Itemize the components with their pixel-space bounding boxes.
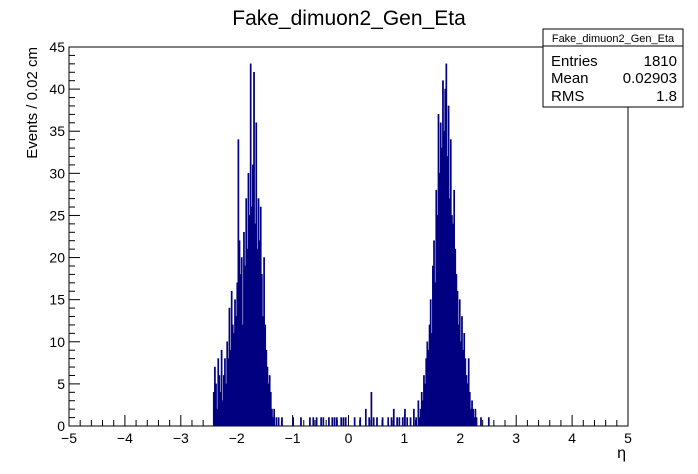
histogram-bin bbox=[220, 349, 223, 427]
histogram-bin bbox=[359, 417, 362, 427]
y-tick-label: 45 bbox=[49, 39, 65, 55]
y-tick-label: 0 bbox=[57, 418, 65, 434]
x-tick-label: 5 bbox=[624, 430, 632, 446]
x-axis-label: η bbox=[617, 445, 626, 462]
histogram-bin bbox=[328, 417, 330, 427]
y-axis: 0 5 10 15 20 25 30 35 40 45 bbox=[49, 39, 80, 434]
histogram-bin bbox=[417, 400, 420, 427]
histogram-bin bbox=[376, 417, 378, 427]
histogram-bin bbox=[370, 392, 373, 427]
stats-box-title: Fake_dimuon2_Gen_Eta bbox=[552, 33, 675, 45]
y-tick-label: 35 bbox=[49, 123, 65, 139]
histogram-bin bbox=[320, 417, 322, 427]
histogram-bin bbox=[372, 417, 375, 427]
histogram-bin bbox=[413, 408, 415, 427]
histogram-bin bbox=[392, 408, 395, 427]
y-tick-label: 40 bbox=[49, 81, 65, 97]
y-tick-label: 30 bbox=[49, 165, 65, 181]
x-tick-label: 4 bbox=[568, 430, 576, 446]
histogram-bin bbox=[353, 417, 356, 427]
x-tick-label: −3 bbox=[173, 430, 189, 446]
histogram-bin bbox=[312, 417, 315, 427]
histogram-bin bbox=[387, 417, 390, 427]
y-tick-label: 5 bbox=[57, 376, 65, 392]
histogram-bin bbox=[277, 417, 280, 427]
stats-mean-label: Mean bbox=[551, 70, 589, 87]
x-tick-label: 2 bbox=[456, 430, 464, 446]
stats-rms-label: RMS bbox=[551, 88, 584, 105]
x-tick-label: −1 bbox=[285, 430, 301, 446]
histogram-bin bbox=[331, 417, 334, 427]
histogram-bin bbox=[281, 417, 283, 427]
x-tick-label: 1 bbox=[401, 430, 409, 446]
histogram-bin bbox=[333, 417, 336, 427]
histogram-bin bbox=[406, 417, 409, 427]
histogram-bin bbox=[364, 408, 367, 427]
histogram-bins bbox=[212, 63, 490, 427]
y-axis-label: Events / 0.02 cm bbox=[24, 47, 41, 159]
histogram-bin bbox=[368, 417, 371, 427]
stats-entries-label: Entries bbox=[551, 53, 598, 70]
histogram-bin bbox=[390, 417, 393, 427]
histogram-bin bbox=[396, 417, 398, 427]
y-tick-label: 20 bbox=[49, 250, 65, 266]
histogram-bin bbox=[292, 417, 295, 427]
histogram-bin bbox=[409, 417, 412, 427]
histogram-bin bbox=[415, 417, 417, 427]
x-tick-label: 0 bbox=[345, 430, 353, 446]
histogram-bin bbox=[215, 383, 217, 427]
x-tick-label: 3 bbox=[512, 430, 520, 446]
x-tick-label: −2 bbox=[229, 430, 245, 446]
histogram-bin bbox=[335, 417, 338, 427]
histogram-bin bbox=[398, 417, 401, 427]
histogram-bin bbox=[273, 408, 276, 427]
histogram-bin bbox=[475, 417, 478, 427]
histogram-bin bbox=[322, 417, 325, 427]
y-tick-label: 10 bbox=[49, 334, 65, 350]
histogram-bin bbox=[487, 417, 490, 427]
stats-rms-value: 1.8 bbox=[656, 88, 677, 105]
x-tick-label: −5 bbox=[61, 430, 77, 446]
histogram-bin bbox=[342, 417, 345, 427]
histogram-bin bbox=[381, 417, 384, 427]
stats-box: Fake_dimuon2_Gen_Eta Entries 1810 Mean 0… bbox=[542, 28, 684, 108]
histogram-bin bbox=[401, 417, 404, 427]
stats-entries-value: 1810 bbox=[644, 53, 677, 70]
histogram-bin bbox=[340, 417, 343, 427]
x-tick-label: −4 bbox=[117, 430, 133, 446]
x-axis: −5 −4 −3 −2 −1 0 1 2 3 4 5 bbox=[61, 415, 632, 446]
histogram-bin bbox=[300, 417, 302, 427]
chart-title: Fake_dimuon2_Gen_Eta bbox=[232, 7, 466, 30]
histogram-bin bbox=[344, 417, 347, 427]
histogram-bin bbox=[315, 417, 318, 427]
histogram-bin bbox=[309, 417, 311, 427]
histogram-bin bbox=[480, 417, 482, 427]
stats-mean-value: 0.02903 bbox=[623, 70, 677, 87]
y-tick-label: 25 bbox=[49, 207, 65, 223]
histogram-bin bbox=[404, 408, 406, 427]
y-tick-label: 15 bbox=[49, 292, 65, 308]
histogram-bin bbox=[275, 417, 278, 427]
